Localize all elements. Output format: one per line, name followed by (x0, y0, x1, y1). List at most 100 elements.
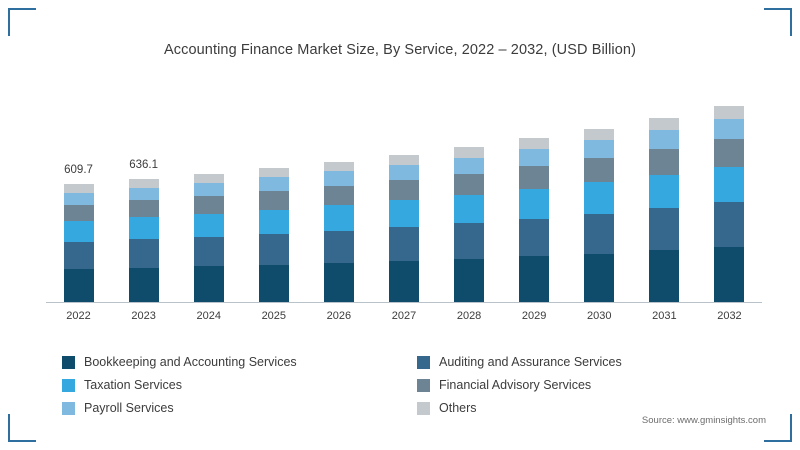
bar-2024 (193, 173, 224, 302)
bar-segment (63, 204, 94, 221)
legend-swatch-icon (417, 378, 430, 392)
bar-segment (454, 157, 485, 174)
bar-segment (649, 174, 680, 209)
bar-segment (584, 158, 615, 183)
legend-label: Financial Advisory Services (439, 378, 592, 392)
bar-segment (258, 177, 289, 191)
bar-segment (584, 128, 615, 141)
bar-segment (584, 213, 615, 254)
corner-bracket-bottom-right (764, 414, 792, 442)
bar-segment (323, 161, 354, 172)
x-tick-2022: 2022 (66, 310, 91, 322)
bar-segment (584, 182, 615, 214)
bar-segment (258, 264, 289, 302)
x-tick-2024: 2024 (196, 310, 221, 322)
bar-value-label-2023: 636.1 (129, 159, 159, 172)
bar-segment (323, 230, 354, 263)
x-tick-2026: 2026 (326, 310, 352, 322)
bar-segment (519, 138, 550, 150)
x-axis-line (46, 302, 762, 303)
bar-segment (323, 262, 354, 302)
bar-segment (63, 242, 94, 270)
x-tick-2028: 2028 (456, 310, 482, 322)
bar-segment (649, 149, 680, 175)
bar-segment (193, 236, 224, 267)
legend-row: Bookkeeping and Accounting Services Audit… (62, 355, 742, 369)
bar-segment (454, 195, 485, 224)
bar-segment (258, 209, 289, 234)
legend-swatch-icon (62, 355, 75, 369)
bar-2031 (649, 117, 680, 302)
bar-segment (714, 119, 745, 140)
legend-label: Others (439, 401, 477, 415)
bar-segment (454, 258, 485, 302)
bar-segment (454, 147, 485, 158)
bar-segment (323, 171, 354, 186)
x-tick-2030: 2030 (587, 310, 612, 322)
bar-2025 (258, 168, 289, 302)
legend-label: Payroll Services (84, 401, 174, 415)
chart-title: Accounting Finance Market Size, By Servi… (163, 42, 637, 58)
bar-segment (258, 168, 289, 178)
legend-row: Taxation Services Financial Advisory Serv… (62, 378, 742, 392)
bar-2028 (454, 147, 485, 302)
bar-segment (193, 266, 224, 302)
bar-segment (519, 189, 550, 219)
bar-2027 (389, 154, 419, 302)
corner-bracket-bottom-left (8, 414, 36, 442)
bar-segment (193, 195, 224, 214)
bar-segment (193, 213, 224, 237)
bar-segment (454, 173, 485, 196)
legend-item[interactable]: Financial Advisory Services (417, 378, 591, 392)
bar-segment (519, 166, 550, 190)
bar-segment (649, 117, 680, 131)
legend-item[interactable]: Taxation Services (62, 378, 417, 392)
bar-segment (519, 256, 550, 302)
corner-bracket-top-right (764, 8, 792, 36)
bar-segment (63, 184, 94, 193)
bar-segment (649, 250, 680, 302)
bar-segment (584, 253, 615, 302)
legend-label: Auditing and Assurance Services (439, 355, 622, 369)
bar-segment (714, 139, 745, 167)
bar-value-label-2022: 609.7 (64, 164, 93, 177)
bar-segment (389, 227, 419, 261)
bar-segment (128, 200, 159, 218)
bar-segment (128, 187, 159, 201)
x-tick-2031: 2031 (652, 310, 677, 322)
legend-swatch-icon (62, 401, 75, 415)
x-tick-2029: 2029 (521, 310, 547, 322)
legend-label: Taxation Services (84, 378, 182, 392)
bar-segment (128, 179, 159, 188)
x-tick-2032: 2032 (717, 310, 742, 322)
bar-2023 (128, 179, 159, 302)
chart-legend: Bookkeeping and Accounting Services Audit… (62, 355, 742, 424)
bar-segment (519, 218, 550, 257)
legend-item[interactable]: Auditing and Assurance Services (417, 355, 622, 369)
bar-segment (258, 233, 289, 265)
bar-segment (714, 166, 745, 203)
legend-label: Bookkeeping and Accounting Services (84, 355, 297, 369)
bar-2030 (584, 128, 615, 302)
bar-segment (519, 149, 550, 167)
bar-segment (323, 205, 354, 231)
bar-segment (389, 200, 419, 228)
bar-segment (389, 179, 419, 201)
bar-segment (389, 154, 419, 165)
bar-segment (389, 164, 419, 180)
bar-2032 (714, 106, 745, 302)
bar-segment (193, 182, 224, 196)
legend-item[interactable]: Bookkeeping and Accounting Services (62, 355, 417, 369)
bar-2026 (323, 161, 354, 302)
bar-segment (454, 223, 485, 259)
legend-item[interactable]: Payroll Services (62, 401, 417, 415)
bar-segment (63, 269, 94, 302)
corner-bracket-top-left (8, 8, 36, 36)
bar-segment (714, 247, 745, 302)
bar-segment (714, 202, 745, 248)
legend-item[interactable]: Others (417, 401, 477, 415)
legend-swatch-icon (62, 378, 75, 392)
legend-swatch-icon (417, 401, 430, 415)
bar-segment (389, 260, 419, 302)
